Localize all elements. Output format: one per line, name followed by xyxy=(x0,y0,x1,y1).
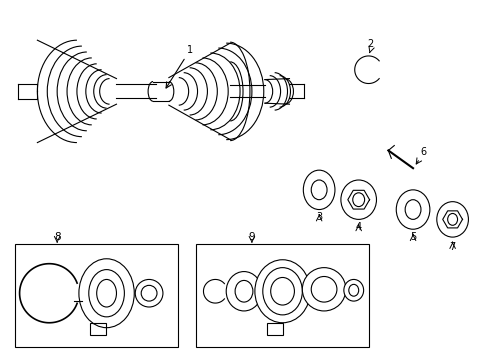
Ellipse shape xyxy=(343,279,363,301)
Bar xyxy=(266,323,282,334)
Ellipse shape xyxy=(97,279,116,307)
Ellipse shape xyxy=(89,270,124,317)
Ellipse shape xyxy=(135,279,163,307)
Ellipse shape xyxy=(436,202,468,237)
Ellipse shape xyxy=(254,260,309,323)
Text: 4: 4 xyxy=(355,222,361,232)
Text: 6: 6 xyxy=(419,148,425,157)
Text: 2: 2 xyxy=(366,39,373,49)
Text: 3: 3 xyxy=(315,212,322,222)
Text: 8: 8 xyxy=(54,232,61,242)
Ellipse shape xyxy=(270,278,294,305)
Ellipse shape xyxy=(395,190,429,229)
Ellipse shape xyxy=(141,285,157,301)
Ellipse shape xyxy=(340,180,376,219)
Text: 5: 5 xyxy=(409,232,415,242)
Bar xyxy=(15,244,178,347)
Ellipse shape xyxy=(262,267,302,315)
Text: 9: 9 xyxy=(248,232,255,242)
Ellipse shape xyxy=(226,271,261,311)
Ellipse shape xyxy=(303,170,334,210)
Ellipse shape xyxy=(405,200,420,219)
Ellipse shape xyxy=(79,259,134,328)
Bar xyxy=(90,323,105,334)
Ellipse shape xyxy=(348,284,358,296)
Ellipse shape xyxy=(302,267,345,311)
Ellipse shape xyxy=(310,180,326,200)
Ellipse shape xyxy=(310,276,336,302)
Ellipse shape xyxy=(235,280,252,302)
Text: 7: 7 xyxy=(448,242,455,252)
Bar xyxy=(195,244,368,347)
Text: 1: 1 xyxy=(186,45,192,55)
